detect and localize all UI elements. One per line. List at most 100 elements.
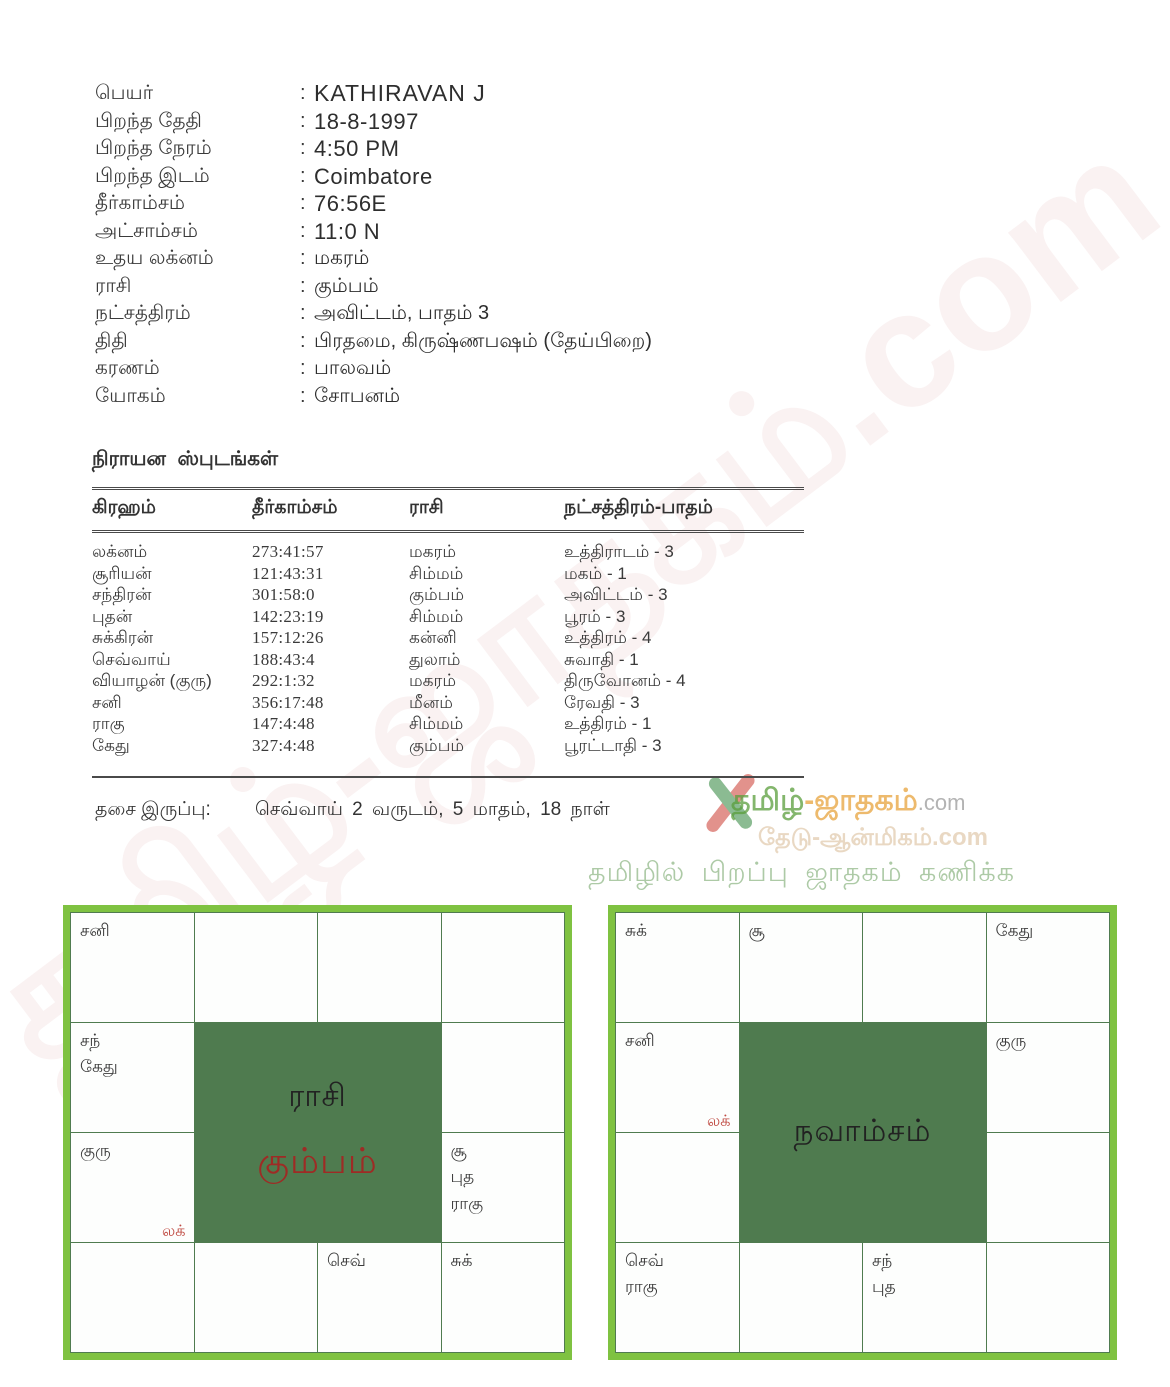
table-cell: உத்திரம் - 4 bbox=[564, 628, 652, 647]
rasi-chart-center: ராசி கும்பம் bbox=[195, 1023, 441, 1242]
planet-label: சனி bbox=[80, 921, 110, 940]
table-row: லக்னம் 273:41:57 மகரம் உத்திராடம் - 3 bbox=[92, 541, 804, 563]
navamsa-cell-viruchigam bbox=[739, 1243, 862, 1352]
planet-label: சுக் bbox=[625, 921, 647, 940]
table-row: சனி 356:17:48 மீனம் ரேவதி - 3 bbox=[92, 692, 804, 714]
table-cell: மகரம் bbox=[409, 542, 457, 561]
table-cell: வியாழன் (குரு) bbox=[92, 671, 212, 690]
planet-label: ராகு bbox=[625, 1277, 658, 1297]
table-cell: 273:41:57 bbox=[252, 542, 324, 561]
table-header-cell: தீர்காம்சம் bbox=[252, 497, 338, 518]
table-cell: மீனம் bbox=[409, 692, 453, 712]
table-cell: பூரட்டாதி - 3 bbox=[564, 735, 662, 755]
sputa-table: கிரஹம் தீர்காம்சம் ராசி நட்சத்திரம்-பாதம… bbox=[92, 487, 804, 778]
section-title: நிராயன ஸ்புடங்கள் bbox=[92, 448, 279, 470]
table-header-cell: கிரஹம் bbox=[92, 497, 156, 518]
brand-secondary-site: தேடு-ஆன்மிகம்.com bbox=[758, 824, 989, 851]
rasi-cell-mithunam bbox=[441, 913, 564, 1022]
birth-details-section: பெயர்: KATHIRAVAN J பிறந்த தேதி:18-8-1997… bbox=[95, 80, 652, 410]
info-label: பிறந்த நேரம் bbox=[95, 137, 212, 159]
table-cell: 301:58:0 bbox=[252, 585, 315, 604]
navamsa-chart-grid: சுக் சூ கேது சனி லக் நவாம்சம் குரு செவ் ரா… bbox=[615, 912, 1110, 1353]
table-cell: சுக்கிரன் bbox=[92, 628, 154, 647]
rasi-cell-mesham bbox=[194, 913, 317, 1022]
navamsa-cell-kadagam: குரு bbox=[986, 1023, 1109, 1132]
info-row-karanam: கரணம்: பாலவம் bbox=[95, 355, 652, 383]
navamsa-cell-rishabam bbox=[863, 913, 986, 1022]
table-header-row: கிரஹம் தீர்காம்சம் ராசி நட்சத்திரம்-பாதம… bbox=[92, 487, 804, 533]
rasi-cell-rishabam bbox=[318, 913, 441, 1022]
brand-dash: - bbox=[804, 784, 815, 817]
info-label: பெயர் bbox=[95, 82, 154, 104]
info-value: 4:50 PM bbox=[314, 136, 400, 161]
table-cell: 142:23:19 bbox=[252, 606, 324, 626]
table-cell: லக்னம் bbox=[92, 542, 148, 561]
info-row-name: பெயர்: KATHIRAVAN J bbox=[95, 80, 652, 108]
info-label: ராசி bbox=[95, 274, 132, 297]
table-cell: 292:1:32 bbox=[252, 671, 315, 690]
table-cell: சனி bbox=[92, 692, 122, 712]
info-value: பிரதமை, கிருஷ்ணபஷம் (தேய்பிறை) bbox=[314, 329, 652, 352]
table-row: கேது 327:4:48 கும்பம் பூரட்டாதி - 3 bbox=[92, 735, 804, 757]
table-cell: கும்பம் bbox=[409, 585, 465, 604]
info-value: KATHIRAVAN J bbox=[314, 80, 486, 106]
info-row-lagnam: உதய லக்னம்: மகரம் bbox=[95, 245, 652, 273]
navamsa-cell-meenam: சுக் bbox=[616, 913, 739, 1022]
table-cell: மகம் - 1 bbox=[564, 563, 627, 583]
rasi-cell-meenam: சனி bbox=[71, 913, 194, 1022]
brand-tld: .com bbox=[917, 790, 966, 815]
rasi-chart-title: ராசி bbox=[288, 1078, 347, 1113]
table-cell: சிம்மம் bbox=[409, 606, 464, 626]
table-cell: 327:4:48 bbox=[252, 735, 315, 755]
brand-wordmark: தமிழ்-ஜாதகம்.com bbox=[731, 784, 965, 822]
table-row: ராகு 147:4:48 சிம்மம் உத்திரம் - 1 bbox=[92, 713, 804, 735]
rasi-chart-grid: சனி சந் கேது ராசி கும்பம் குரு லக் சூ புத ரா… bbox=[70, 912, 565, 1353]
lagna-label: லக் bbox=[161, 1222, 186, 1240]
planet-label: ராகு bbox=[450, 1193, 484, 1213]
planet-label: குரு bbox=[995, 1031, 1027, 1050]
info-row-latitude: அட்சாம்சம்:11:0 N bbox=[95, 218, 652, 246]
table-cell: ரேவதி - 3 bbox=[564, 692, 640, 712]
colon: : bbox=[300, 247, 306, 269]
table-cell: துலாம் bbox=[409, 649, 461, 669]
rasi-cell-kadagam bbox=[441, 1023, 564, 1132]
colon: : bbox=[300, 357, 306, 379]
planet-label: சனி bbox=[625, 1031, 655, 1050]
info-row-birth-time: பிறந்த நேரம்:4:50 PM bbox=[95, 135, 652, 163]
info-label: நட்சத்திரம் bbox=[95, 302, 191, 324]
nirayana-sputa-section: நிராயன ஸ்புடங்கள் கிரஹம் தீர்காம்சம் ராச… bbox=[92, 448, 804, 778]
planet-label: சந் bbox=[872, 1251, 893, 1270]
navamsa-chart-title: நவாம்சம் bbox=[793, 1112, 932, 1148]
info-row-yogam: யோகம்: சோபனம் bbox=[95, 383, 652, 411]
table-cell: சிம்மம் bbox=[409, 563, 464, 583]
colon: : bbox=[300, 82, 306, 104]
planet-label: குரு bbox=[80, 1141, 111, 1160]
rasi-chart-sign: கும்பம் bbox=[257, 1140, 378, 1181]
colon: : bbox=[300, 137, 306, 159]
table-cell: சுவாதி - 1 bbox=[564, 649, 639, 669]
navamsa-chart: சுக் சூ கேது சனி லக் நவாம்சம் குரு செவ் ரா… bbox=[608, 905, 1117, 1360]
info-value: சோபனம் bbox=[314, 384, 401, 407]
brand-tagline: தமிழில் பிறப்பு ஜாதகம் கணிக்க bbox=[588, 857, 1016, 887]
lagna-label: லக் bbox=[706, 1112, 731, 1130]
table-cell: 121:43:31 bbox=[252, 563, 324, 583]
info-label: யோகம் bbox=[95, 384, 166, 407]
planet-label: புத bbox=[450, 1167, 475, 1187]
table-row: சூரியன் 121:43:31 சிம்மம் மகம் - 1 bbox=[92, 563, 804, 585]
table-row: செவ்வாய் 188:43:4 துலாம் சுவாதி - 1 bbox=[92, 649, 804, 671]
colon: : bbox=[300, 192, 306, 214]
rasi-cell-simmam: சூ புத ராகு bbox=[441, 1133, 564, 1242]
table-row: புதன் 142:23:19 சிம்மம் பூரம் - 3 bbox=[92, 606, 804, 628]
info-label: தீர்காம்சம் bbox=[95, 192, 185, 214]
navamsa-cell-dhanusu: செவ் ராகு bbox=[616, 1243, 739, 1352]
table-cell: உத்திரம் - 1 bbox=[564, 714, 652, 733]
info-label: திதி bbox=[95, 329, 128, 352]
info-row-longitude: தீர்காம்சம்:76:56E bbox=[95, 190, 652, 218]
table-cell: 188:43:4 bbox=[252, 649, 315, 669]
table-row: சுக்கிரன் 157:12:26 கன்னி உத்திரம் - 4 bbox=[92, 627, 804, 649]
info-row-birth-date: பிறந்த தேதி:18-8-1997 bbox=[95, 108, 652, 136]
colon: : bbox=[300, 302, 306, 324]
info-label: உதய லக்னம் bbox=[95, 247, 214, 269]
planet-label: சூ bbox=[748, 921, 765, 940]
rasi-cell-kanni: சுக் bbox=[441, 1243, 564, 1352]
